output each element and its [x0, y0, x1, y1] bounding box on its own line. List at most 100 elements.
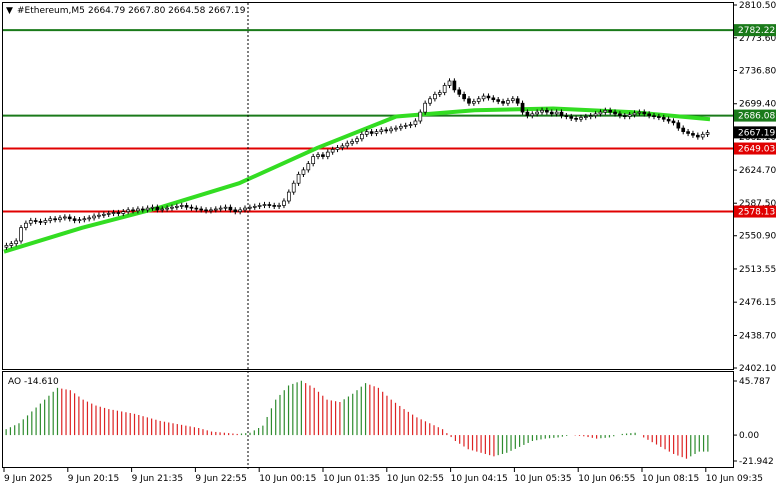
candle-body [48, 218, 53, 221]
candle-body [481, 95, 486, 100]
candle-body [700, 133, 705, 138]
candle-body [691, 133, 695, 136]
time-tick-label: 10 Jun 01:35 [323, 474, 380, 484]
candle-body [277, 205, 281, 207]
candle-body [165, 207, 169, 210]
candle-body [272, 205, 277, 207]
candle-body [476, 98, 481, 102]
symbol-header[interactable]: ▼ #Ethereum,M5 2664.79 2667.80 2664.58 2… [6, 6, 246, 16]
candle-body [194, 207, 199, 210]
candle-body [632, 112, 637, 116]
candle-body [559, 111, 564, 117]
price-tick-label: 2476.15 [739, 298, 776, 308]
level-label: 2782.22 [738, 26, 775, 36]
level-label: 2686.08 [738, 112, 775, 122]
candle-body [671, 120, 676, 124]
candle-body [540, 109, 544, 113]
candle-body [170, 206, 174, 209]
price-tick-label: 2699.40 [739, 100, 776, 110]
candle-body [647, 113, 651, 117]
main-frame [2, 2, 734, 370]
time-tick-label: 9 Jun 20:15 [68, 474, 119, 484]
candle-body [569, 116, 574, 119]
candle-body [613, 111, 617, 115]
candle-body [184, 205, 189, 208]
candle-body [583, 116, 588, 118]
time-tick-label: 10 Jun 09:35 [706, 474, 763, 484]
candle-body [384, 129, 389, 132]
candle-body [681, 127, 686, 133]
candle-body [554, 111, 559, 115]
price-tick-label: 2810.50 [739, 1, 776, 11]
candle-body [472, 101, 476, 104]
candle-body [433, 93, 437, 100]
candle-body [603, 109, 608, 113]
level-tag [734, 205, 776, 218]
candle-body [257, 205, 262, 207]
price-axis: 2810.502773.602736.802699.402662.102624.… [733, 1, 776, 374]
candle-body [666, 118, 671, 122]
price-tick-label: 2438.70 [739, 331, 776, 341]
ao-tick-label: -21.942 [739, 457, 774, 467]
candle-body [53, 218, 57, 221]
candle-body [19, 227, 23, 242]
candle-body [101, 213, 106, 216]
candle-body [58, 217, 62, 221]
candle-body [301, 169, 306, 175]
candle-body [418, 111, 423, 122]
price-tick-label: 2513.55 [739, 265, 776, 275]
candle-body [457, 89, 462, 95]
candle-body [174, 205, 179, 208]
candle-body [321, 154, 325, 157]
candles [4, 78, 710, 250]
ao-tick-label: 45.787 [739, 377, 771, 387]
candle-body [223, 206, 228, 209]
candle-body [160, 208, 165, 211]
time-tick-label: 9 Jun 21:35 [132, 474, 183, 484]
candle-body [593, 113, 598, 117]
candle-body [179, 205, 184, 207]
time-tick-label: 10 Jun 04:15 [451, 474, 508, 484]
candle-body [467, 98, 471, 104]
candle-body [452, 80, 457, 91]
candle-body [530, 113, 535, 117]
candle-body [642, 111, 647, 115]
candle-body [515, 98, 520, 104]
candle-body [394, 127, 398, 130]
candle-body [657, 116, 661, 118]
candle-body [82, 218, 87, 221]
level-label: 2649.03 [738, 145, 775, 155]
candle-body [291, 182, 296, 193]
candle-body [335, 147, 340, 150]
level-tag [734, 109, 776, 122]
candle-body [218, 207, 223, 210]
candle-body [652, 115, 656, 118]
candle-body [564, 115, 569, 118]
price-tick-label: 2736.80 [739, 67, 776, 77]
candle-body [437, 92, 442, 95]
ao-frame [2, 371, 734, 468]
candle-body [204, 209, 208, 212]
level-label: 2578.13 [738, 208, 775, 218]
candle-body [398, 125, 403, 129]
candle-body [549, 111, 554, 115]
candle-body [199, 208, 204, 211]
candle-body [325, 151, 330, 157]
candle-body [486, 95, 491, 99]
price-tick-label: 2624.70 [739, 166, 776, 176]
ma-line [3, 106, 711, 254]
candle-body [121, 211, 126, 214]
time-tick-label: 10 Jun 00:15 [259, 474, 316, 484]
candle-body [330, 149, 335, 153]
candle-body [705, 132, 710, 135]
symbol-dropdown-icon[interactable]: ▼ [6, 6, 13, 16]
candle-body [150, 206, 155, 209]
ohlc-readout: 2664.79 2667.80 2664.58 2667.19 [88, 6, 246, 16]
candle-body [77, 219, 82, 222]
candle-body [340, 145, 345, 149]
candle-body [374, 131, 379, 134]
time-tick-label: 10 Jun 02:55 [387, 474, 444, 484]
time-tick-label: 10 Jun 06:55 [578, 474, 635, 484]
candle-body [145, 207, 150, 211]
